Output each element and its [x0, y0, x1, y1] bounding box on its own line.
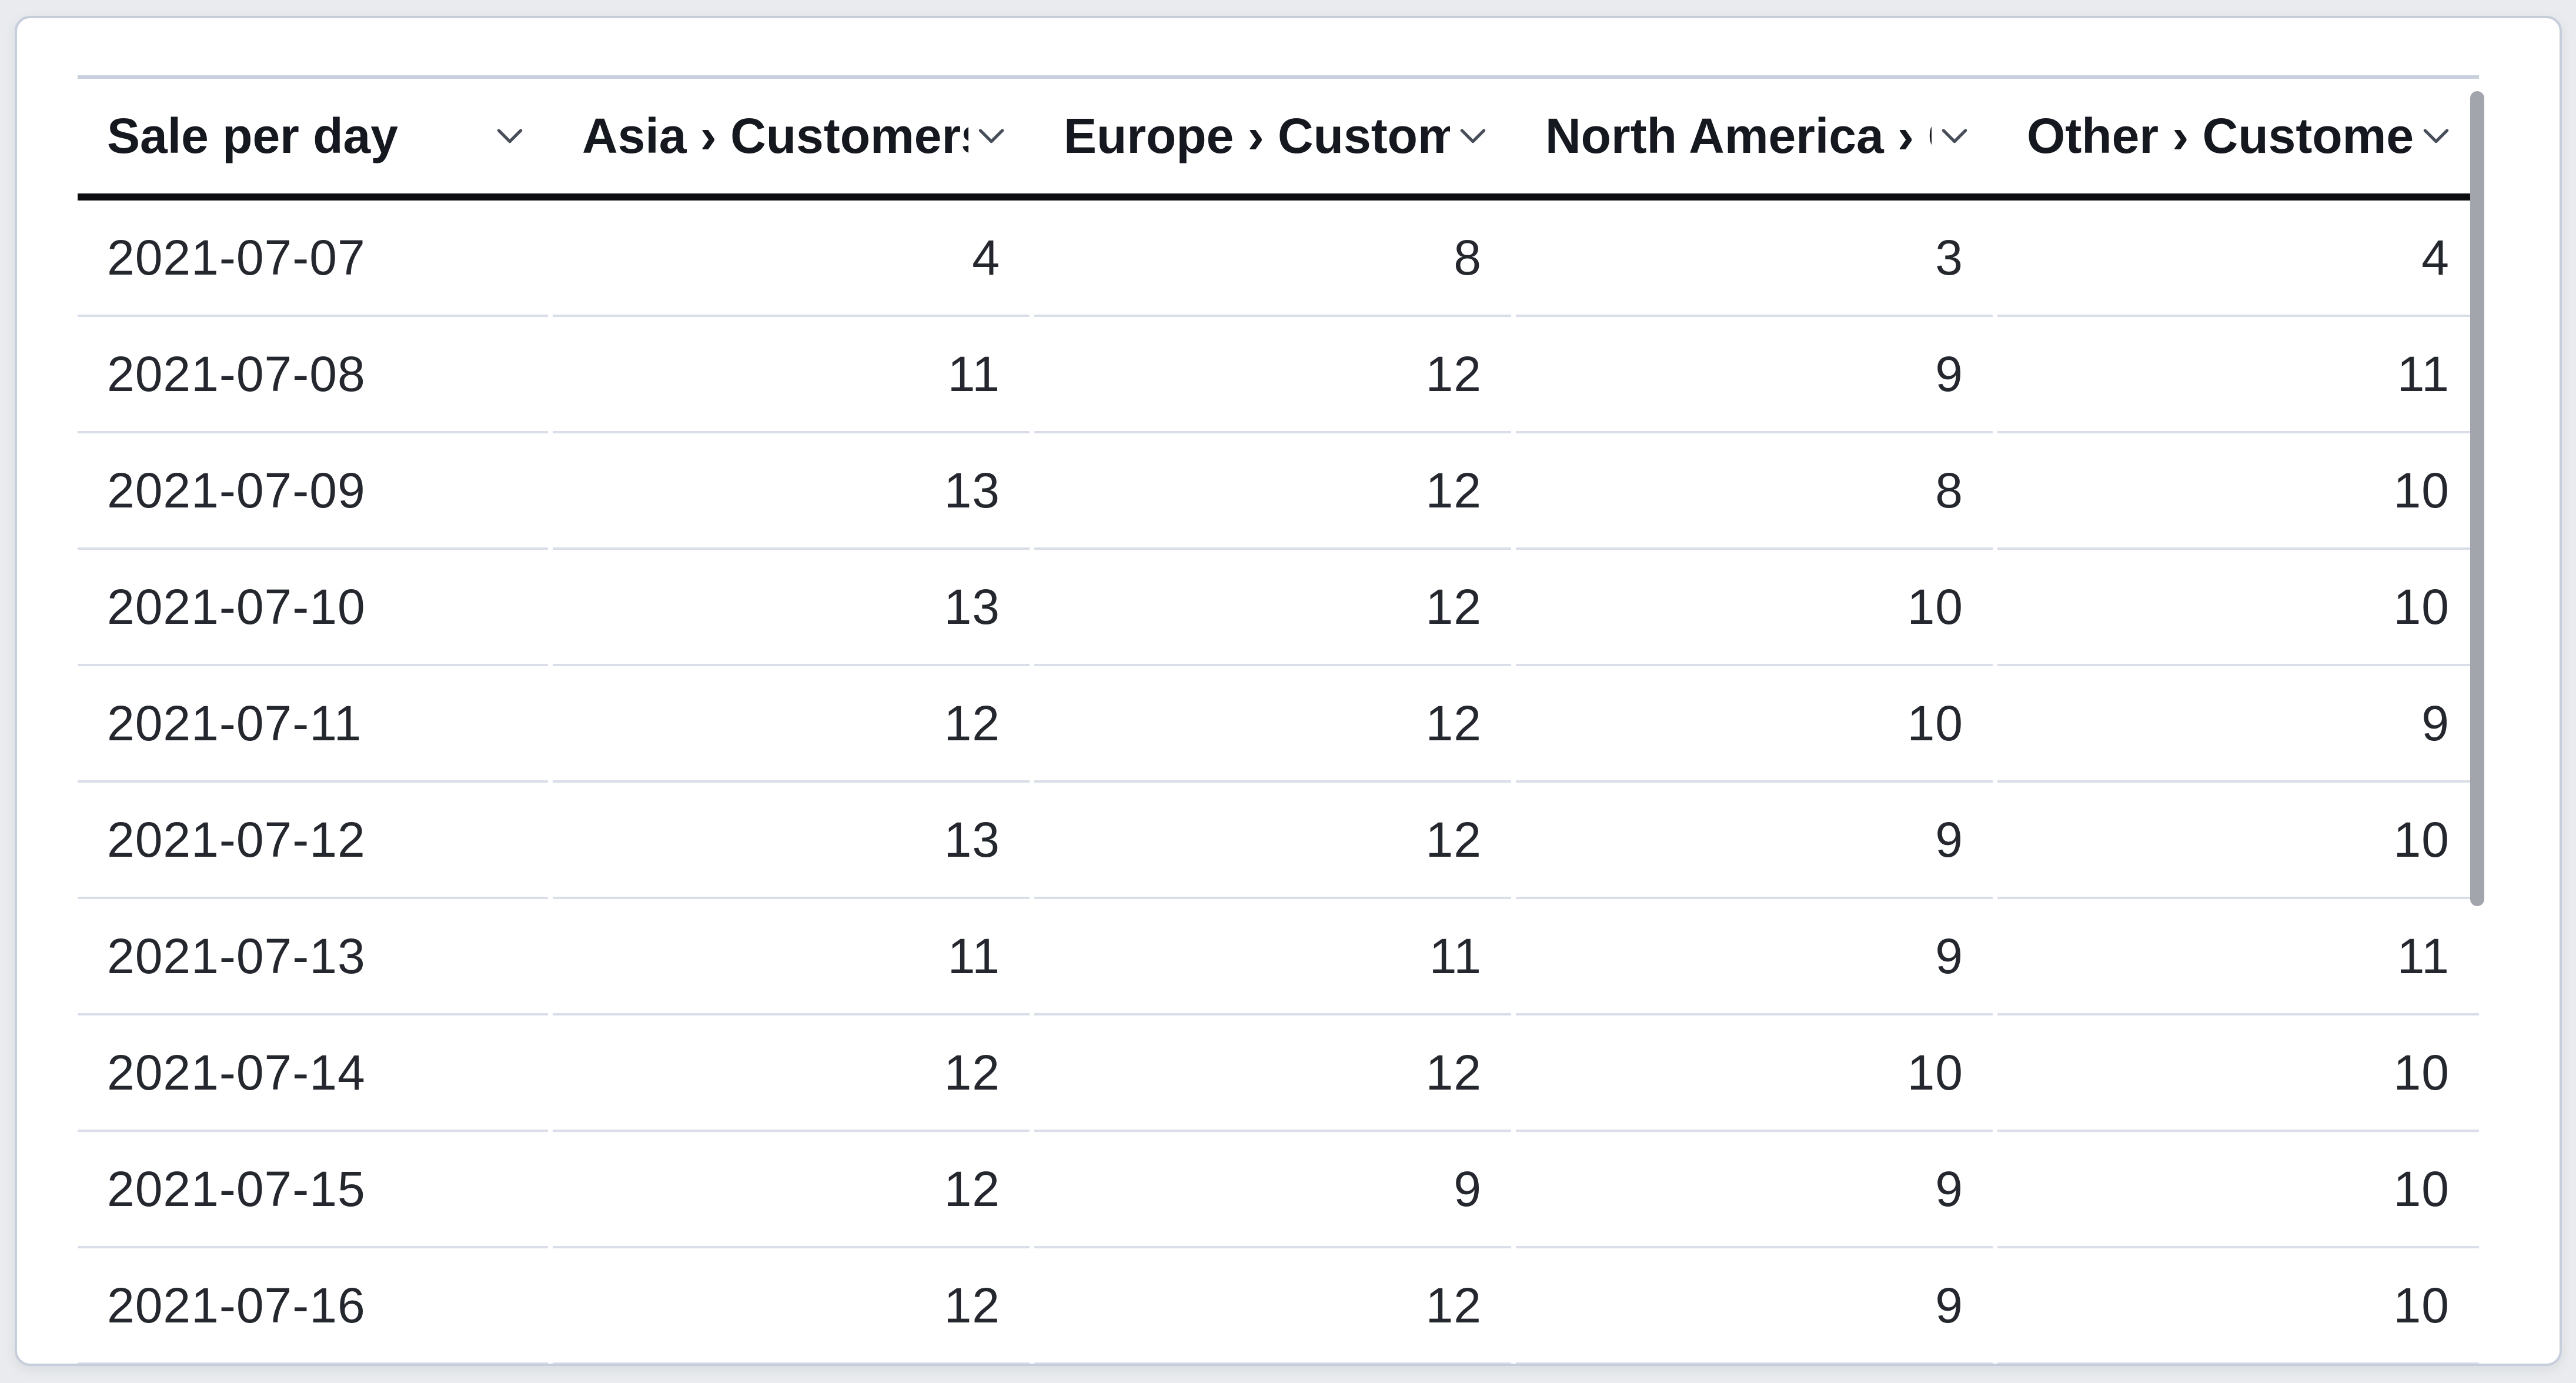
chevron-down-icon[interactable]	[1941, 128, 1968, 145]
value-cell[interactable]: 13	[553, 433, 1030, 550]
table-row: 2021-07-14 12 12 10 10	[78, 1015, 2479, 1132]
vertical-scrollbar-thumb[interactable]	[2470, 91, 2484, 906]
value-cell[interactable]: 12	[1034, 550, 1511, 666]
chevron-down-icon[interactable]	[2423, 128, 2450, 145]
value-cell[interactable]: 4	[1997, 201, 2479, 317]
date-cell[interactable]: 2021-07-13	[78, 899, 548, 1015]
column-header-0[interactable]: Sale per day	[78, 79, 553, 193]
table-header-row: Sale per day Asia › Customers Europe › C…	[78, 75, 2479, 201]
value-cell[interactable]: 12	[1034, 666, 1511, 783]
value-cell[interactable]: 10	[1997, 550, 2479, 666]
value-cell[interactable]: 9	[1997, 666, 2479, 783]
chevron-down-icon[interactable]	[978, 128, 1005, 145]
value-cell[interactable]: 9	[1034, 1132, 1511, 1248]
table-row: 2021-07-16 12 12 9 10	[78, 1248, 2479, 1364]
value-cell[interactable]: 9	[1516, 783, 1993, 899]
date-cell[interactable]: 2021-07-12	[78, 783, 548, 899]
value-cell[interactable]: 4	[553, 201, 1030, 317]
column-header-label: Other › Customers	[2027, 108, 2413, 163]
value-cell[interactable]: 12	[1034, 433, 1511, 550]
value-cell[interactable]: 11	[1997, 317, 2479, 433]
value-cell[interactable]: 11	[1034, 899, 1511, 1015]
column-header-label: Europe › Customers	[1064, 108, 1450, 163]
date-cell[interactable]: 2021-07-11	[78, 666, 548, 783]
date-cell[interactable]: 2021-07-10	[78, 550, 548, 666]
value-cell[interactable]: 8	[1034, 201, 1511, 317]
value-cell[interactable]: 9	[1516, 1132, 1993, 1248]
value-cell[interactable]: 11	[1997, 899, 2479, 1015]
column-header-label: Asia › Customers	[582, 108, 968, 163]
value-cell[interactable]: 10	[1516, 1015, 1993, 1132]
value-cell[interactable]: 12	[1034, 317, 1511, 433]
value-cell[interactable]: 3	[1516, 201, 1993, 317]
column-header-label: North America › Customers	[1545, 108, 1932, 163]
value-cell[interactable]: 12	[553, 1248, 1030, 1364]
chevron-down-icon[interactable]	[496, 128, 523, 145]
column-header-4[interactable]: Other › Customers	[1997, 79, 2479, 193]
date-cell[interactable]: 2021-07-09	[78, 433, 548, 550]
date-cell[interactable]: 2021-07-16	[78, 1248, 548, 1364]
table-row: 2021-07-07 4 8 3 4	[78, 201, 2479, 317]
value-cell[interactable]: 12	[1034, 1015, 1511, 1132]
value-cell[interactable]: 10	[1997, 1015, 2479, 1132]
value-cell[interactable]: 11	[553, 317, 1030, 433]
column-header-label: Sale per day	[107, 108, 398, 163]
table-row: 2021-07-12 13 12 9 10	[78, 783, 2479, 899]
date-cell[interactable]: 2021-07-07	[78, 201, 548, 317]
column-header-2[interactable]: Europe › Customers	[1034, 79, 1516, 193]
column-header-1[interactable]: Asia › Customers	[553, 79, 1034, 193]
table-row: 2021-07-13 11 11 9 11	[78, 899, 2479, 1015]
table-row: 2021-07-09 13 12 8 10	[78, 433, 2479, 550]
value-cell[interactable]: 9	[1516, 899, 1993, 1015]
value-cell[interactable]: 12	[1034, 1248, 1511, 1364]
value-cell[interactable]: 10	[1997, 1132, 2479, 1248]
sales-per-day-table: Sale per day Asia › Customers Europe › C…	[78, 75, 2479, 1364]
table-row: 2021-07-08 11 12 9 11	[78, 317, 2479, 433]
value-cell[interactable]: 8	[1516, 433, 1993, 550]
table-card: Sale per day Asia › Customers Europe › C…	[15, 16, 2562, 1366]
value-cell[interactable]: 10	[1997, 433, 2479, 550]
table-row: 2021-07-11 12 12 10 9	[78, 666, 2479, 783]
value-cell[interactable]: 10	[1516, 550, 1993, 666]
date-cell[interactable]: 2021-07-15	[78, 1132, 548, 1248]
value-cell[interactable]: 10	[1997, 1248, 2479, 1364]
date-cell[interactable]: 2021-07-14	[78, 1015, 548, 1132]
value-cell[interactable]: 13	[553, 550, 1030, 666]
value-cell[interactable]: 13	[553, 783, 1030, 899]
value-cell[interactable]: 12	[1034, 783, 1511, 899]
value-cell[interactable]: 11	[553, 899, 1030, 1015]
chevron-down-icon[interactable]	[1459, 128, 1486, 145]
table-row: 2021-07-15 12 9 9 10	[78, 1132, 2479, 1248]
value-cell[interactable]: 9	[1516, 1248, 1993, 1364]
table-row: 2021-07-10 13 12 10 10	[78, 550, 2479, 666]
value-cell[interactable]: 9	[1516, 317, 1993, 433]
date-cell[interactable]: 2021-07-08	[78, 317, 548, 433]
value-cell[interactable]: 12	[553, 1132, 1030, 1248]
table-body: 2021-07-07 4 8 3 4 2021-07-08 11 12 9 11 2021-07-0…	[78, 201, 2479, 1364]
column-header-3[interactable]: North America › Customers	[1516, 79, 1997, 193]
value-cell[interactable]: 10	[1997, 783, 2479, 899]
value-cell[interactable]: 12	[553, 666, 1030, 783]
value-cell[interactable]: 12	[553, 1015, 1030, 1132]
value-cell[interactable]: 10	[1516, 666, 1993, 783]
